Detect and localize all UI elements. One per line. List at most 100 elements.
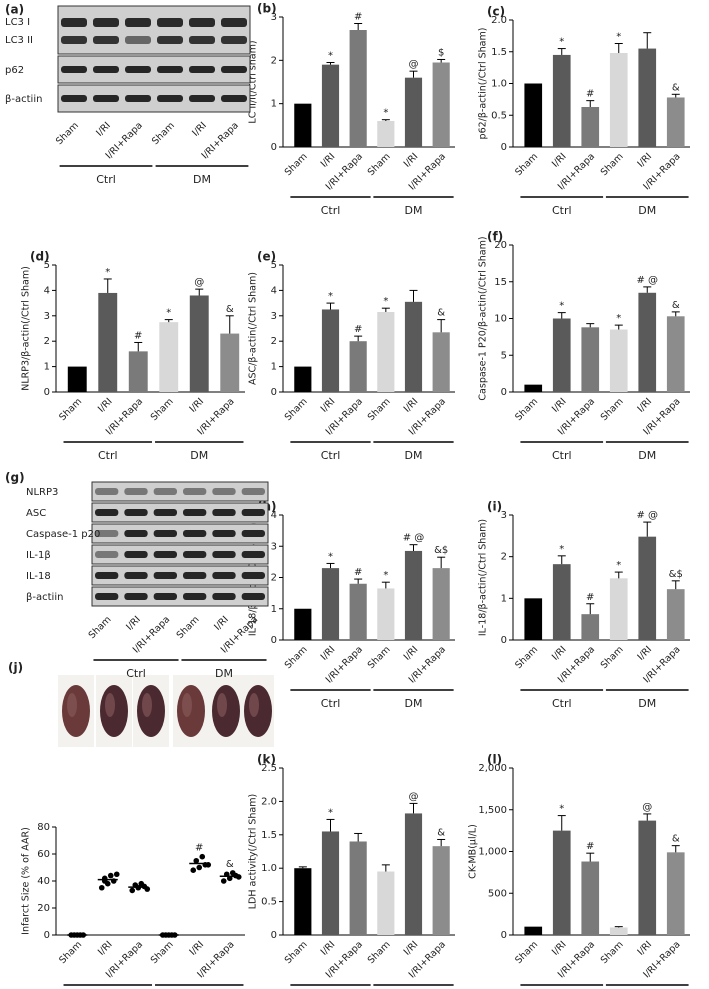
annotation: * <box>383 296 388 307</box>
y-tick-label: 1 <box>44 362 50 373</box>
blot-band <box>221 36 247 44</box>
y-tick-label: 5 <box>501 350 507 361</box>
blot-band <box>95 488 119 495</box>
x-tick-label: I/RI <box>319 939 338 958</box>
annotation: # <box>354 567 362 578</box>
y-tick-label: 1.0 <box>261 863 277 874</box>
x-tick-label: Sham <box>513 151 540 178</box>
blot-band <box>212 488 236 495</box>
x-tick-label: Sham <box>513 644 540 671</box>
bar <box>349 841 367 935</box>
x-tick-label: Sham <box>366 644 393 671</box>
annotation: * <box>105 267 110 278</box>
y-axis-label: p62/β-actin(/Ctrl Sham) <box>478 28 489 140</box>
x-tick-label: I/RI <box>190 120 209 139</box>
blot-band <box>61 36 87 44</box>
blot-band <box>157 18 183 27</box>
blot-row-label: LC3 II <box>5 35 33 46</box>
y-tick-label: 3 <box>44 311 50 322</box>
annotation: # @ <box>636 275 658 286</box>
annotation: * <box>616 560 621 571</box>
y-axis-label: CK-MB(μl/L) <box>468 824 479 879</box>
bar <box>609 927 628 935</box>
annotation: # <box>354 12 362 23</box>
y-tick-label: 2.0 <box>491 15 507 26</box>
blot-band <box>124 509 148 516</box>
blot-band <box>125 18 151 27</box>
panel-label: (l) <box>487 753 502 767</box>
data-point <box>193 857 200 864</box>
bar <box>581 614 600 640</box>
y-tick-label: 0.5 <box>261 897 277 908</box>
bar <box>638 292 657 392</box>
data-point <box>129 887 136 894</box>
bar <box>220 333 240 392</box>
x-tick-label: Sham <box>366 151 393 178</box>
x-tick-label: Sham <box>149 939 176 966</box>
x-tick-label: Sham <box>283 396 310 423</box>
data-point <box>98 884 105 891</box>
annotation: & <box>226 304 234 315</box>
bar <box>666 852 685 935</box>
group-label: Ctrl <box>321 204 341 217</box>
bar <box>349 30 367 147</box>
blot-row-label: β-actiin <box>5 94 42 105</box>
x-tick-label: Sham <box>57 396 84 423</box>
x-tick-label: I/RI <box>402 396 421 415</box>
bar <box>609 578 628 640</box>
blot-band <box>241 509 265 516</box>
y-tick-label: 4 <box>271 285 277 296</box>
x-tick-label: I/RI <box>96 396 115 415</box>
bar <box>552 564 571 640</box>
blot-band <box>95 530 119 537</box>
y-tick-label: 60 <box>37 849 50 860</box>
x-tick-label: I/RI <box>550 644 569 663</box>
x-tick-label: Sham <box>149 396 176 423</box>
bar <box>159 322 179 392</box>
blot-band <box>221 95 247 102</box>
data-point <box>229 870 236 876</box>
annotation: &$ <box>669 569 683 580</box>
y-tick-label: 0 <box>501 635 507 646</box>
annotation: # <box>134 330 142 341</box>
y-tick-label: 2 <box>501 552 507 563</box>
blot-row-label: Caspase-1 p20 <box>26 529 100 540</box>
blot-band <box>124 551 148 558</box>
x-tick-label: I/RI <box>187 396 206 415</box>
blot-band <box>183 572 207 579</box>
blot-frame <box>57 5 251 55</box>
x-tick-label: I/RI <box>550 151 569 170</box>
panel-label: (d) <box>30 250 50 264</box>
y-tick-label: 3 <box>271 12 277 23</box>
x-tick-label: Sham <box>283 939 310 966</box>
annotation: $ <box>438 47 444 58</box>
x-tick-label: I/RI <box>319 644 338 663</box>
blot-frame <box>91 565 269 586</box>
y-tick-label: 500 <box>488 888 507 899</box>
annotation: & <box>672 834 680 845</box>
blot-frame <box>57 55 251 84</box>
blot-band <box>125 66 151 73</box>
blot-band <box>124 593 148 600</box>
annotation: &$ <box>434 545 448 556</box>
bar <box>377 588 395 640</box>
x-tick-label: Sham <box>283 151 310 178</box>
group-label: DM <box>638 697 656 710</box>
blot-band <box>221 18 247 27</box>
bar <box>552 830 571 935</box>
y-tick-label: 1 <box>271 362 277 373</box>
blot-band <box>95 551 119 558</box>
annotation: * <box>616 313 621 324</box>
blot-band <box>157 36 183 44</box>
blot-band <box>183 551 207 558</box>
bar <box>377 311 395 392</box>
blot-band <box>153 509 177 516</box>
bar <box>432 332 450 392</box>
x-tick-label: Sham <box>599 396 626 423</box>
x-tick-label: I/RI <box>96 939 115 958</box>
y-axis-label: NLRP3/β-actin(/Ctrl Sham) <box>21 266 32 391</box>
group-label: DM <box>190 449 208 462</box>
blot-band <box>124 572 148 579</box>
annotation: # <box>195 843 203 854</box>
